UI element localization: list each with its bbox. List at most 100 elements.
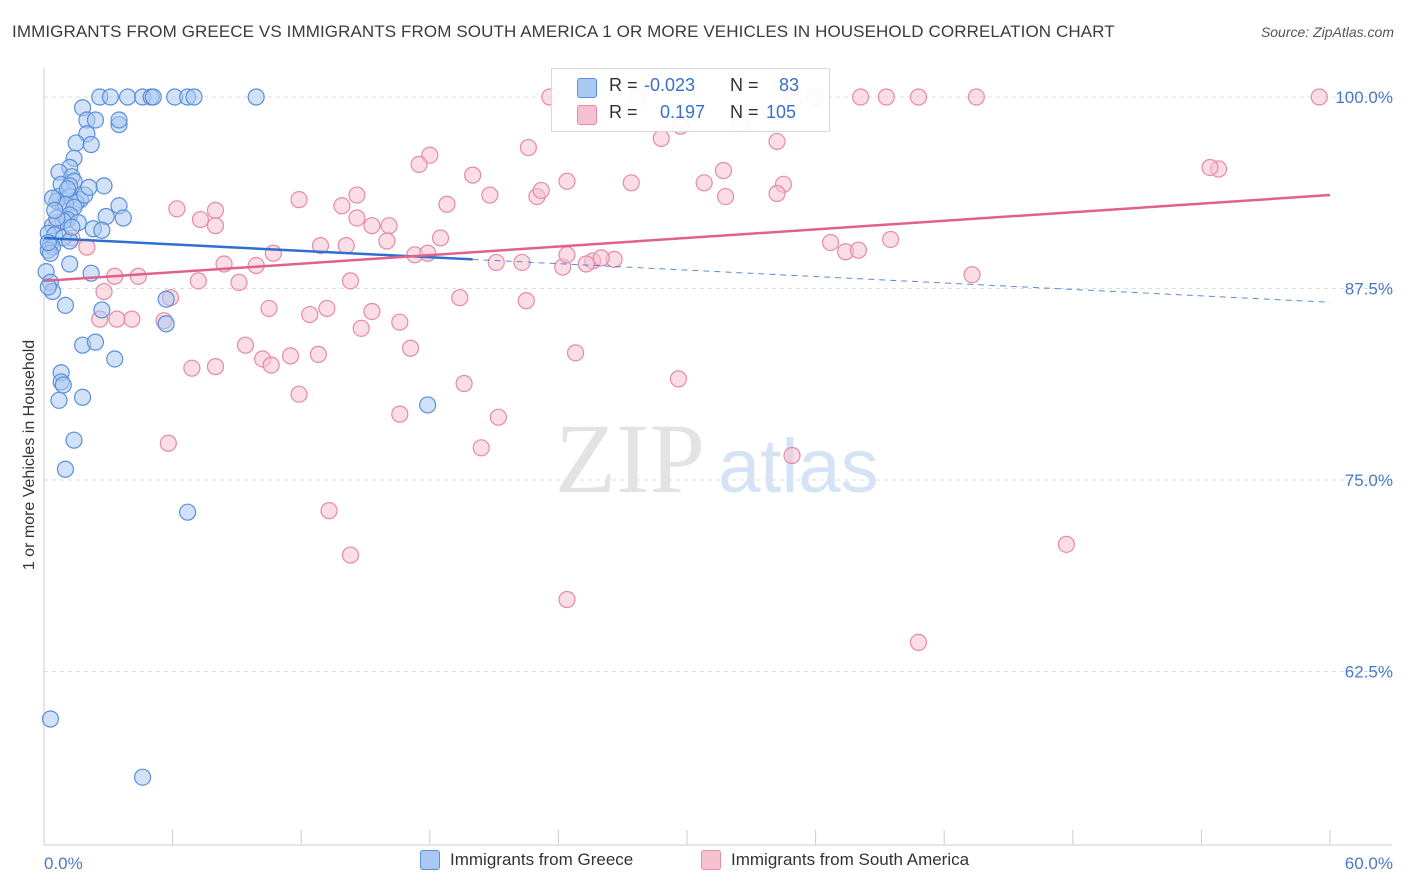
r-label: R = — [609, 75, 638, 95]
south-america-point — [230, 273, 248, 291]
greece-point — [80, 178, 98, 196]
south-america-point — [909, 633, 928, 651]
greece-point — [419, 396, 437, 414]
greece-swatch — [420, 850, 440, 870]
south-america-point — [378, 232, 396, 250]
south-america-point — [487, 253, 505, 272]
x-tick-label: 60.0% — [1345, 854, 1393, 873]
south-america-point — [513, 253, 531, 272]
south-america-point — [783, 446, 801, 465]
south-america-point — [1057, 535, 1075, 553]
south-america-point — [363, 217, 381, 235]
south-america-point — [451, 289, 469, 307]
south-america-point — [519, 138, 537, 157]
watermark-zip: ZIP — [555, 403, 705, 514]
watermark: ZIP atlas — [555, 403, 879, 514]
greece-point — [50, 391, 68, 409]
greece-point — [39, 278, 57, 296]
south-america-point — [963, 266, 981, 284]
south-america-point — [909, 88, 928, 106]
south-america-point — [532, 181, 550, 200]
n-label: N = — [730, 102, 759, 122]
south-america-swatch — [701, 850, 721, 870]
watermark-atlas: atlas — [718, 424, 879, 509]
south-america-point — [489, 408, 507, 426]
south-america-point — [967, 88, 985, 106]
greece-n-value: 83 — [779, 75, 800, 95]
south-america-point — [168, 200, 186, 218]
greece-point — [247, 88, 265, 106]
stats-row-greece: R = -0.023 N = 83 — [552, 75, 829, 101]
y-tick-label: 75.0% — [1345, 471, 1393, 490]
south-america-point — [380, 217, 398, 235]
south-america-point — [882, 230, 900, 249]
y-axis-label: 1 or more Vehicles in Household — [21, 340, 38, 570]
greece-r-value: -0.023 — [644, 75, 696, 95]
south-america-point — [558, 590, 576, 609]
greece-point — [86, 333, 105, 351]
south-america-point — [464, 166, 482, 184]
south-america-point — [566, 344, 585, 362]
south-america-point — [768, 132, 786, 151]
greece-point — [46, 201, 64, 219]
greece-point — [157, 315, 175, 333]
sa-n-value: 105 — [766, 102, 797, 122]
south-america-point — [341, 546, 360, 564]
greece-point — [56, 296, 75, 314]
greece-point — [144, 88, 162, 106]
south-america-point — [206, 358, 225, 376]
y-tick-label: 100.0% — [1335, 88, 1393, 107]
south-america-point — [410, 155, 428, 174]
greece-swatch — [577, 78, 597, 98]
greece-point — [73, 388, 92, 406]
south-america-point — [206, 201, 225, 219]
south-america-point — [348, 186, 366, 204]
greece-point — [58, 180, 77, 198]
greece-point — [63, 218, 81, 236]
south-america-point — [849, 241, 868, 259]
south-america-point — [260, 299, 278, 318]
south-america-point — [822, 233, 840, 252]
south-america-point — [290, 385, 308, 403]
r-label: R = — [609, 102, 638, 122]
n-label: N = — [730, 75, 759, 95]
series-greece-points — [37, 88, 437, 786]
greece-point — [93, 301, 111, 319]
south-america-point — [419, 244, 437, 262]
south-america-point — [191, 210, 210, 229]
grid-lines — [44, 96, 1392, 672]
south-america-point — [337, 237, 355, 255]
greece-point — [179, 503, 197, 521]
legend: Immigrants from Greece Immigrants from S… — [0, 850, 1406, 878]
greece-point — [101, 88, 120, 106]
south-america-point — [714, 161, 733, 180]
south-america-point — [262, 356, 280, 374]
legend-item-south-america[interactable]: Immigrants from South America — [701, 850, 969, 870]
south-america-point — [577, 255, 595, 273]
greece-point — [118, 88, 137, 106]
greece-point — [86, 111, 105, 129]
south-america-point — [352, 319, 370, 337]
south-america-point — [264, 244, 282, 262]
south-america-point — [363, 302, 381, 321]
south-america-swatch — [577, 105, 597, 125]
greece-point — [185, 88, 203, 106]
south-america-point — [716, 187, 735, 206]
greece-point — [110, 111, 128, 129]
y-tick-label: 87.5% — [1345, 280, 1393, 299]
south-america-point — [768, 184, 786, 203]
south-america-point — [301, 305, 319, 324]
south-america-point — [1201, 158, 1219, 177]
y-tick-label: 62.5% — [1345, 663, 1393, 682]
south-america-point — [206, 217, 225, 235]
greece-point — [56, 460, 75, 478]
greece-point — [61, 255, 79, 273]
south-america-point — [318, 299, 336, 318]
south-america-trend-line — [43, 193, 1331, 283]
legend-item-greece[interactable]: Immigrants from Greece — [420, 850, 633, 870]
legend-label-south-america: Immigrants from South America — [731, 850, 970, 869]
chart-source: Source: ZipAtlas.com — [1260, 24, 1394, 40]
south-america-point — [401, 339, 420, 357]
south-america-point — [481, 186, 499, 204]
